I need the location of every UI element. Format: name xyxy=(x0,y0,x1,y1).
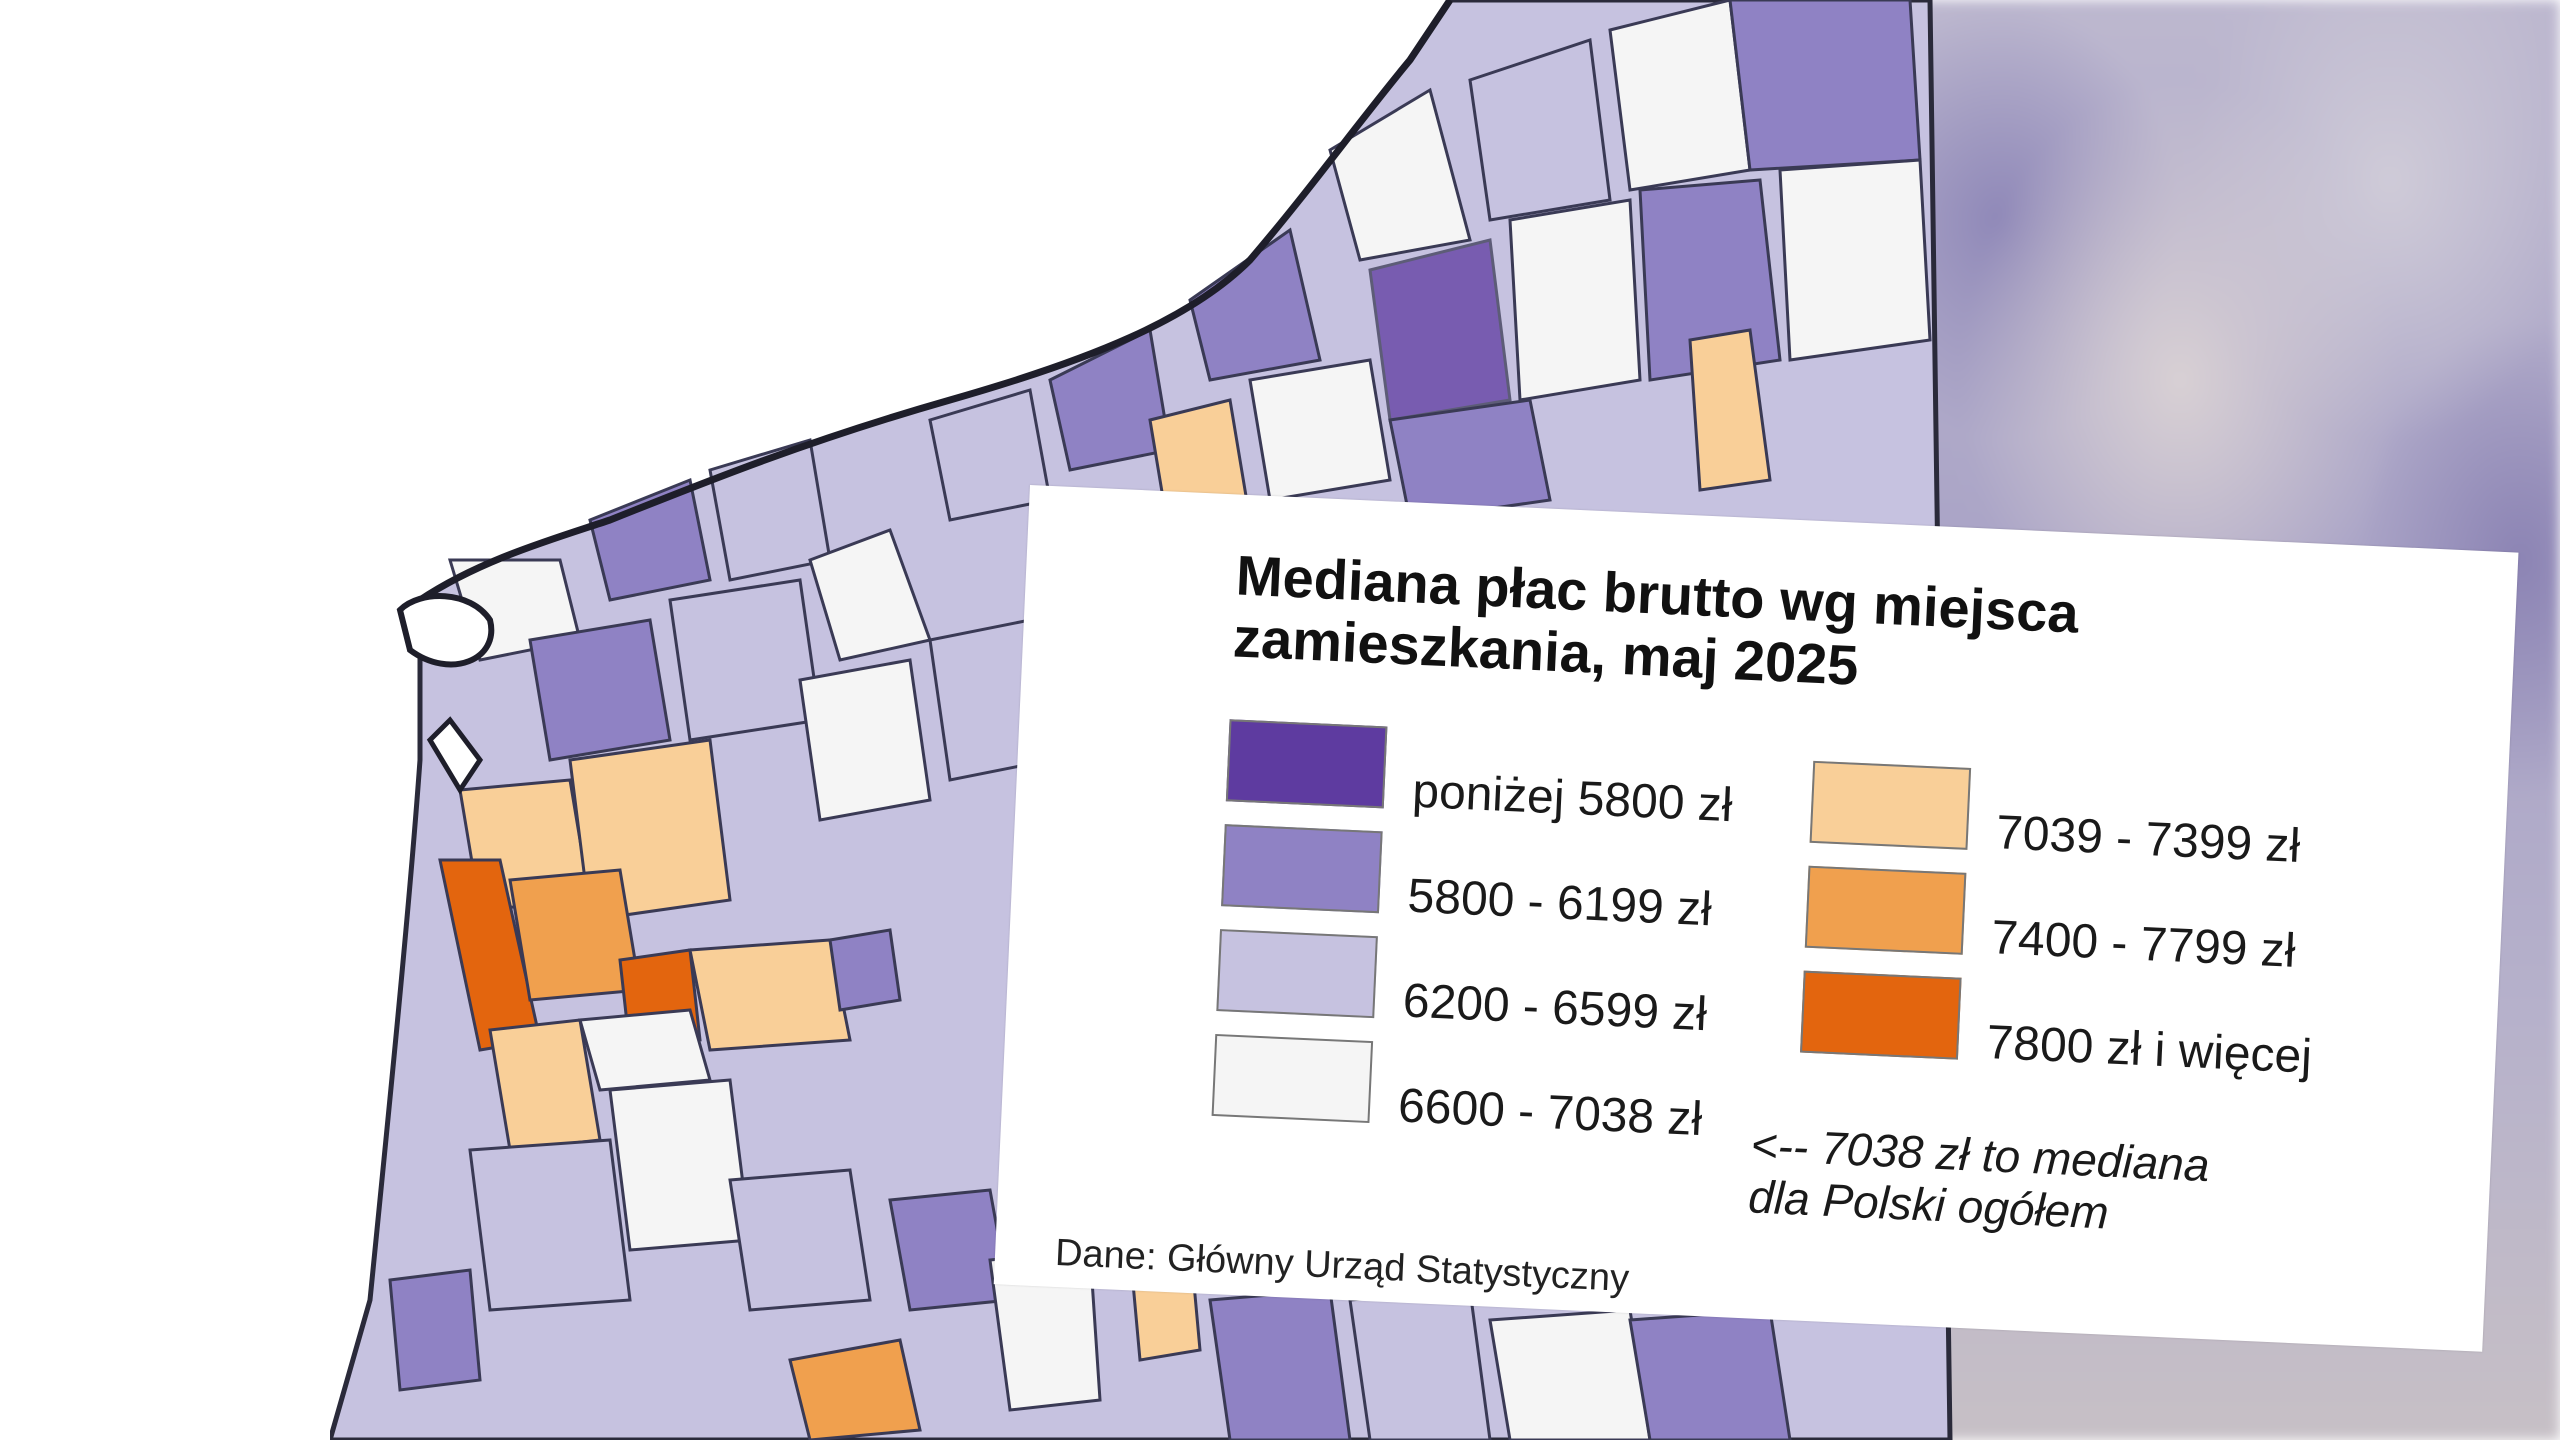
legend-title: Mediana płac brutto wg miejsca zamieszka… xyxy=(1232,543,2237,713)
legend-label: 7400 - 7799 zł xyxy=(1990,910,2297,978)
legend-card: Mediana płac brutto wg miejsca zamieszka… xyxy=(993,485,2519,1352)
legend-label: 7039 - 7399 zł xyxy=(1995,805,2302,873)
swatch-light-purple xyxy=(1216,929,1378,1019)
swatch-medium-purple xyxy=(1221,824,1383,914)
swatch-darkest-purple xyxy=(1225,719,1388,809)
legend-label: 6600 - 7038 zł xyxy=(1397,1078,1704,1146)
swatch-dark-orange xyxy=(1800,970,1962,1060)
legend-label: 5800 - 6199 zł xyxy=(1406,869,1713,936)
swatch-light-orange xyxy=(1809,760,1972,850)
legend-item-5800-6199: 5800 - 6199 zł xyxy=(1221,824,1714,936)
median-note: <-- 7038 zł to mediana dla Polski ogółem xyxy=(1747,1118,2210,1243)
legend-label: 6200 - 6599 zł xyxy=(1401,973,1709,1041)
legend-item-6600-7038: 6600 - 7038 zł xyxy=(1211,1033,1705,1146)
swatch-white xyxy=(1211,1033,1374,1124)
legend-item-7039-7399: 7039 - 7399 zł xyxy=(1809,760,2303,872)
legend-item-7400-7799: 7400 - 7799 zł xyxy=(1804,865,2298,977)
legend-item-7800-plus: 7800 zł i więcej xyxy=(1800,970,2315,1083)
swatch-medium-orange xyxy=(1804,865,1967,955)
data-source: Dane: Główny Urząd Statystyczny xyxy=(1054,1231,1630,1300)
legend-label: poniżej 5800 zł xyxy=(1411,764,1734,832)
legend-label: 7800 zł i więcej xyxy=(1985,1015,2314,1084)
legend-item-below-5800: poniżej 5800 zł xyxy=(1225,719,1735,832)
legend-item-6200-6599: 6200 - 6599 zł xyxy=(1216,929,1709,1041)
